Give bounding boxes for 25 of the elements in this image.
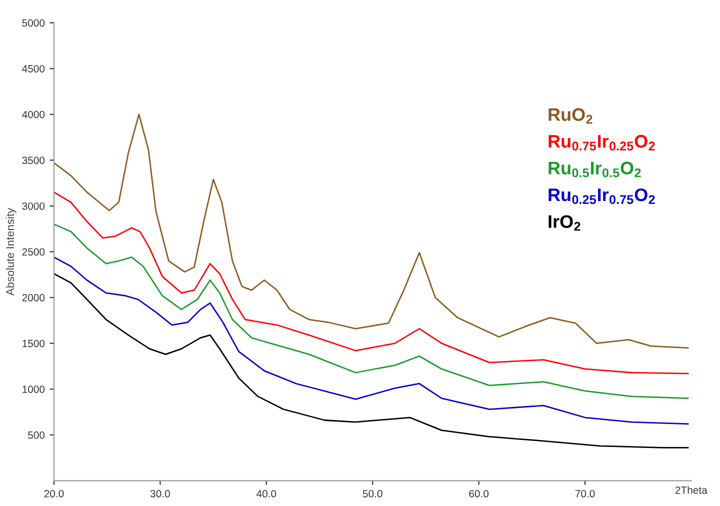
- y-tick-label: 500: [28, 431, 45, 439]
- y-tick-label: 4000: [22, 110, 45, 118]
- x-tick-label: 30.0: [150, 490, 170, 498]
- text: RuO$_{2}$: [548, 108, 592, 124]
- x-tick-label: 20.0: [44, 490, 64, 498]
- x-tick-label: 60.0: [469, 490, 489, 498]
- y-tick-label: 3000: [22, 202, 45, 210]
- y-tick-label: 4500: [22, 65, 45, 72]
- text: Ru$_{0.75}$Ir$_{0.25}$O$_{2}$: [548, 134, 655, 151]
- x-tick-label: 50.0: [362, 490, 382, 498]
- text: IrO$_{2}$: [548, 215, 580, 231]
- x-tick-label: 70.0: [575, 490, 595, 498]
- x-axis-title: 2Theta: [676, 486, 708, 494]
- y-tick-label: 2000: [22, 294, 45, 302]
- text: Ru$_{0.5}$Ir$_{0.5}$O$_{2}$: [548, 162, 641, 178]
- line-series: [54, 273, 689, 448]
- y-tick-label: 1500: [22, 340, 45, 348]
- y-tick-label: 1000: [22, 386, 45, 393]
- y-axis-title: Absolute Intensity: [6, 208, 16, 296]
- y-tick-label: 3500: [22, 156, 45, 164]
- y-tick-label: 5000: [22, 19, 45, 27]
- x-tick-label: 40.0: [256, 490, 276, 498]
- text: Ru$_{0.25}$Ir$_{0.75}$O$_{2}$: [548, 188, 655, 204]
- line-series: [54, 256, 689, 425]
- y-tick-label: 2500: [22, 248, 45, 256]
